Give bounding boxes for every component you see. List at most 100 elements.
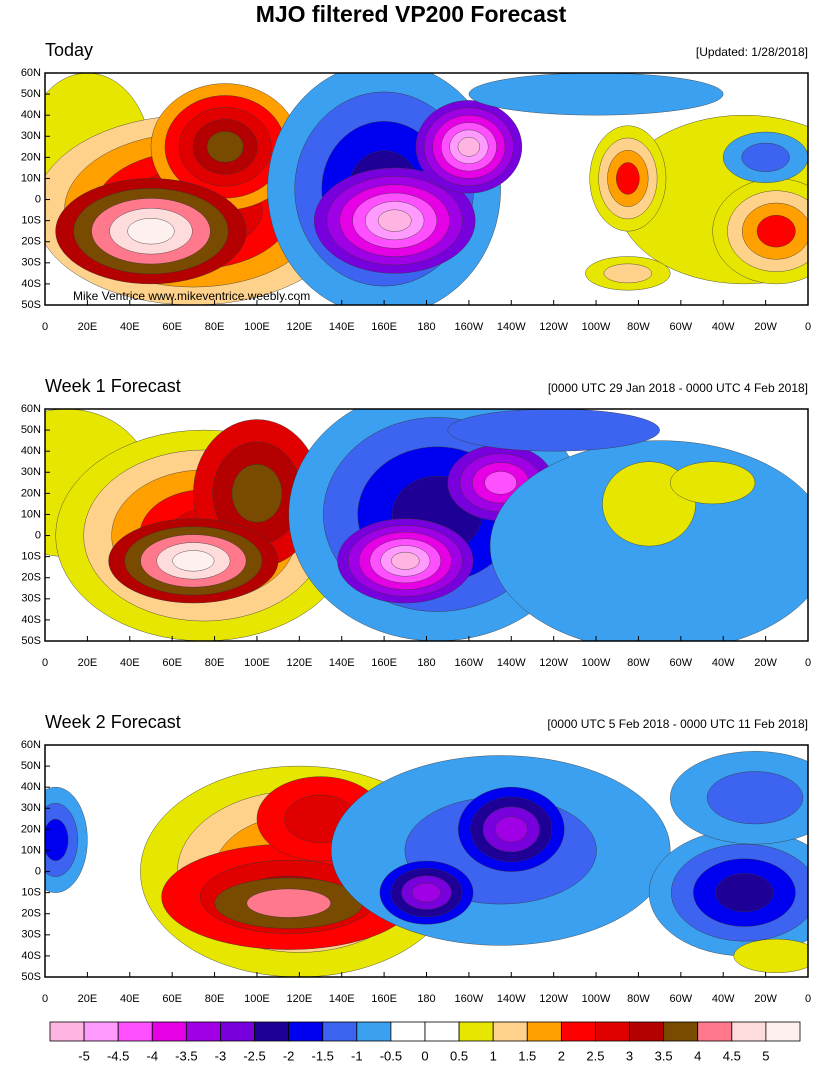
y-tick-label: 50S — [21, 299, 41, 311]
colorbar-box — [458, 1021, 494, 1042]
colorbar-label: 2 — [558, 1048, 565, 1063]
x-tick-label: 140E — [329, 993, 355, 1005]
x-tick-label: 20E — [78, 657, 98, 669]
watermark: Mike Ventrice www.mikeventrice.weebly.co… — [73, 289, 310, 303]
y-tick-label: 50N — [21, 760, 41, 772]
y-tick-label: 50S — [21, 635, 41, 647]
x-tick-label: 120E — [286, 321, 312, 333]
y-tick-label: 50N — [21, 88, 41, 100]
y-tick-label: 20N — [21, 823, 41, 835]
y-tick-label: 60N — [21, 67, 41, 79]
map-field — [45, 409, 808, 641]
figure-title: MJO filtered VP200 Forecast — [256, 1, 567, 27]
panel-subtitle: [Updated: 1/28/2018] — [696, 45, 808, 59]
colorbar-label: -3 — [215, 1048, 227, 1063]
colorbar-label: 4 — [694, 1048, 701, 1063]
colorbar-box — [663, 1021, 699, 1042]
x-tick-label: 20E — [78, 321, 98, 333]
colorbar-box — [254, 1021, 290, 1042]
x-tick-label: 60E — [162, 657, 182, 669]
x-tick-label: 80E — [205, 657, 225, 669]
colorbar-label: -4 — [146, 1048, 158, 1063]
colorbar-label: -4.5 — [107, 1048, 129, 1063]
contour-fill — [206, 131, 244, 163]
x-tick-label: 160W — [455, 993, 484, 1005]
colorbar-box — [731, 1021, 767, 1042]
contour-fill — [412, 882, 441, 903]
contour-fill — [457, 137, 481, 157]
contour-fill — [468, 73, 724, 116]
contour-fill — [391, 551, 420, 570]
colorbar-label: 4.5 — [723, 1048, 741, 1063]
colorbar-box — [117, 1021, 153, 1042]
contour-fill — [670, 461, 756, 505]
y-tick-label: 60N — [21, 739, 41, 751]
x-tick-label: 120E — [286, 657, 312, 669]
colorbar-box — [185, 1021, 221, 1042]
y-tick-label: 20N — [21, 487, 41, 499]
x-tick-label: 140W — [497, 993, 526, 1005]
x-tick-label: 60E — [162, 993, 182, 1005]
colorbar-label: -2 — [283, 1048, 295, 1063]
panel-subtitle: [0000 UTC 5 Feb 2018 - 0000 UTC 11 Feb 2… — [547, 717, 808, 731]
colorbar-box — [356, 1021, 392, 1042]
colorbar-box — [595, 1021, 630, 1042]
y-tick-label: 40S — [21, 278, 41, 290]
y-tick-label: 10S — [21, 551, 41, 563]
colorbar-box — [765, 1021, 801, 1042]
panel-title: Today — [45, 40, 93, 60]
x-tick-label: 80E — [205, 993, 225, 1005]
y-tick-label: 50S — [21, 971, 41, 983]
x-tick-label: 80W — [627, 993, 650, 1005]
colorbar-box — [492, 1021, 528, 1042]
contour-fill — [616, 162, 640, 195]
colorbar-label: -3.5 — [175, 1048, 197, 1063]
colorbar-label: -0.5 — [380, 1048, 402, 1063]
colorbar-label: 3 — [626, 1048, 633, 1063]
x-tick-label: 60W — [670, 321, 693, 333]
x-tick-label: 80W — [627, 321, 650, 333]
contour-fill — [45, 818, 69, 861]
x-tick-label: 160E — [371, 321, 397, 333]
panel-subtitle: [0000 UTC 29 Jan 2018 - 0000 UTC 4 Feb 2… — [548, 381, 808, 395]
x-tick-label: 0 — [42, 321, 48, 333]
y-tick-label: 10S — [21, 887, 41, 899]
y-tick-label: 0 — [35, 865, 41, 877]
colorbar-label: 2.5 — [586, 1048, 604, 1063]
y-tick-label: 20S — [21, 236, 41, 248]
x-tick-label: 180 — [417, 993, 435, 1005]
colorbar-label: 1.5 — [518, 1048, 536, 1063]
x-tick-label: 40W — [712, 993, 735, 1005]
map-field — [45, 73, 808, 305]
y-tick-label: 40S — [21, 614, 41, 626]
x-tick-label: 140E — [329, 321, 355, 333]
x-tick-label: 140E — [329, 657, 355, 669]
x-tick-label: 120W — [539, 657, 568, 669]
x-tick-label: 20W — [754, 657, 777, 669]
contour-fill — [172, 550, 215, 572]
x-tick-label: 160W — [455, 657, 484, 669]
colorbar-box — [424, 1021, 460, 1042]
x-tick-label: 120E — [286, 993, 312, 1005]
colorbar-label: 0 — [421, 1048, 428, 1063]
colorbar-label: 5 — [762, 1048, 769, 1063]
map-field — [45, 745, 808, 977]
x-tick-label: 120W — [539, 321, 568, 333]
x-tick-label: 160E — [371, 993, 397, 1005]
y-tick-label: 20S — [21, 908, 41, 920]
x-tick-label: 40E — [120, 321, 140, 333]
x-tick-label: 100E — [244, 657, 270, 669]
x-tick-label: 100E — [244, 321, 270, 333]
colorbar-label: 0.5 — [450, 1048, 468, 1063]
contour-fill — [127, 218, 175, 245]
y-tick-label: 10N — [21, 172, 41, 184]
x-tick-label: 100W — [582, 657, 611, 669]
contour-fill — [246, 888, 331, 918]
x-tick-label: 60W — [670, 657, 693, 669]
x-tick-label: 80E — [205, 321, 225, 333]
panel-title: Week 1 Forecast — [45, 376, 181, 396]
y-tick-label: 10S — [21, 215, 41, 227]
y-tick-label: 20S — [21, 572, 41, 584]
x-tick-label: 40E — [120, 993, 140, 1005]
y-tick-label: 30N — [21, 466, 41, 478]
